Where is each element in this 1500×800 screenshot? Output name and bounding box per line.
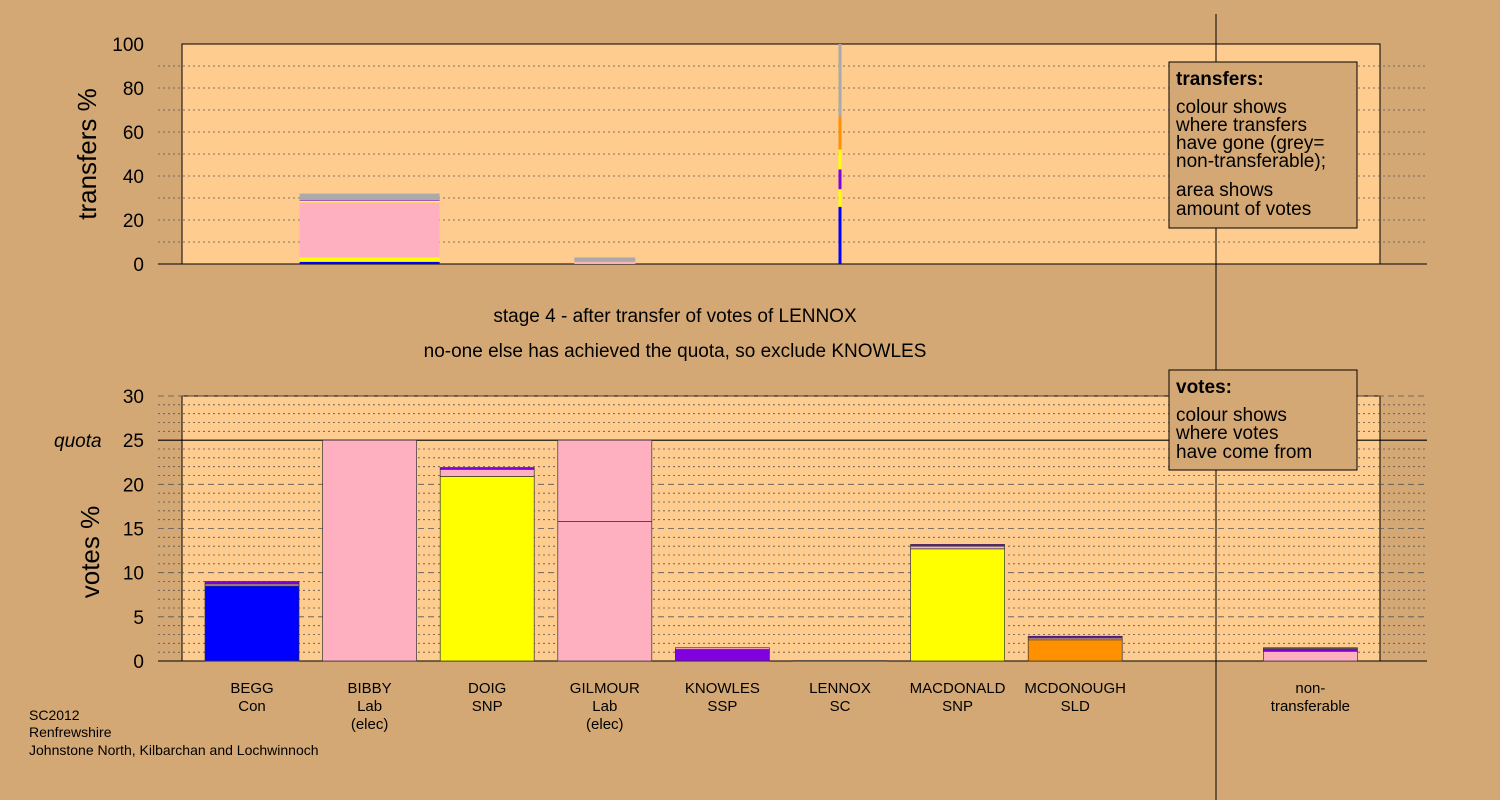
footer-ward: Johnstone North, Kilbarchan and Lochwinn… (29, 742, 319, 758)
transfers-y-ticks: 0 20 40 60 80 100 (112, 35, 144, 276)
stage-title: stage 4 - after transfer of votes of LEN… (493, 306, 857, 327)
votes-bar-segment (910, 545, 1005, 550)
quota-label: quota (54, 431, 102, 452)
votes-legend-line: where votes (1175, 423, 1278, 444)
votes-y-tick-label: 0 (133, 652, 144, 673)
votes-bar-segment (1263, 647, 1358, 649)
transfers-bar-segment (299, 202, 440, 258)
transfers-y-tick-label: 20 (123, 211, 144, 232)
footer-council: Renfrewshire (29, 724, 112, 740)
candidate-label: MACDONALD (910, 680, 1006, 697)
votes-bar-segment (439, 467, 535, 470)
candidate-label: SNP (942, 698, 973, 715)
votes-y-tick-label: 30 (123, 387, 144, 408)
transfers-legend-line: area shows (1176, 180, 1273, 201)
transfers-bar-segment (299, 257, 440, 262)
votes-bar-segment (439, 476, 535, 662)
candidate-labels: BEGGConBIBBYLab(elec)DOIGSNPGILMOURLab(e… (230, 680, 1350, 733)
votes-y-tick-label: 15 (123, 520, 144, 541)
votes-bars (204, 439, 1358, 662)
votes-y-ticks: 0 5 10 15 20 25 30 (123, 387, 144, 673)
transfers-bar-segment (299, 200, 440, 201)
transfers-y-axis-label: transfers % (72, 88, 102, 220)
votes-legend-title: votes: (1176, 377, 1232, 398)
transfers-y-tick-label: 80 (123, 79, 144, 100)
candidate-label: Con (238, 698, 266, 715)
candidate-label: KNOWLES (685, 680, 760, 697)
votes-bar-segment (910, 548, 1005, 662)
candidate-label: SSP (707, 698, 737, 715)
candidate-label: SLD (1061, 698, 1090, 715)
transfers-bar-segment (299, 261, 440, 264)
votes-bar-segment (1263, 648, 1358, 652)
transfers-legend: transfers: colour shows where transfers … (1168, 61, 1358, 229)
votes-legend-line: have come from (1176, 442, 1312, 463)
transfers-bar-segment (838, 116, 842, 150)
votes-bar-segment (1263, 650, 1358, 662)
votes-bar-segment (557, 521, 653, 662)
candidate-label: GILMOUR (570, 680, 640, 697)
transfers-y-tick-label: 40 (123, 167, 144, 188)
transfers-legend-line: have gone (grey= (1176, 133, 1324, 154)
votes-bar-segment (439, 468, 535, 477)
candidate-label: BEGG (230, 680, 273, 697)
transfers-legend-title: transfers: (1176, 69, 1264, 90)
candidate-label: LENNOX (809, 680, 871, 697)
votes-bar-segment (792, 660, 888, 662)
transfers-legend-line: non-transferable); (1176, 151, 1326, 172)
votes-legend: votes: colour shows where votes have com… (1168, 369, 1358, 471)
transfers-bar-segment (838, 149, 842, 170)
candidate-label: MCDONOUGH (1024, 680, 1126, 697)
votes-bar-segment (675, 649, 770, 662)
votes-bar-segment (1027, 639, 1123, 662)
transfers-bars (299, 44, 842, 264)
transfers-y-tick-label: 0 (133, 255, 144, 276)
votes-bar-segment (204, 581, 300, 585)
votes-bar-segment (322, 439, 417, 662)
candidate-label: BIBBY (348, 680, 392, 697)
transfers-y-tick-label: 60 (123, 123, 144, 144)
votes-y-tick-label: 10 (123, 564, 144, 585)
transfers-bar-segment (838, 169, 842, 190)
candidate-label: non- (1295, 680, 1325, 697)
transfers-bar-segment (574, 261, 636, 264)
votes-y-tick-label: 20 (123, 475, 144, 496)
candidate-label: SC (830, 698, 851, 715)
candidate-label: DOIG (468, 680, 506, 697)
transfers-bar-segment (299, 200, 440, 203)
transfers-legend-line: colour shows (1176, 97, 1287, 118)
votes-y-tick-label: 5 (133, 608, 144, 629)
transfers-bar-segment (838, 189, 842, 207)
votes-y-tick-label: 25 (123, 431, 144, 452)
transfers-bar-segment (838, 44, 842, 117)
votes-legend-line: colour shows (1176, 405, 1287, 426)
transfers-legend-line: where transfers (1175, 115, 1307, 136)
transfers-legend-box (1168, 61, 1358, 229)
transfers-bar-segment (574, 257, 636, 262)
transfers-bar-segment (838, 206, 842, 264)
candidate-label: transferable (1271, 698, 1350, 715)
votes-bar-segment (557, 439, 653, 522)
transfers-legend-line: amount of votes (1176, 199, 1311, 220)
candidate-label: SNP (472, 698, 503, 715)
stage-subtitle: no-one else has achieved the quota, so e… (424, 341, 927, 362)
transfers-bar-segment (299, 193, 440, 201)
votes-legend-box (1168, 369, 1358, 471)
candidate-label: Lab (592, 698, 617, 715)
candidate-label: Lab (357, 698, 382, 715)
transfers-y-tick-label: 100 (112, 35, 144, 56)
candidate-label: (elec) (586, 716, 624, 733)
votes-bar-segment (675, 647, 770, 650)
votes-bar-segment (204, 585, 300, 662)
candidate-label: (elec) (351, 716, 389, 733)
votes-bar-segment (1027, 635, 1123, 639)
votes-bar-segment (910, 544, 1005, 547)
votes-y-axis-label: votes % (75, 506, 105, 599)
footer-code: SC2012 (29, 707, 80, 723)
